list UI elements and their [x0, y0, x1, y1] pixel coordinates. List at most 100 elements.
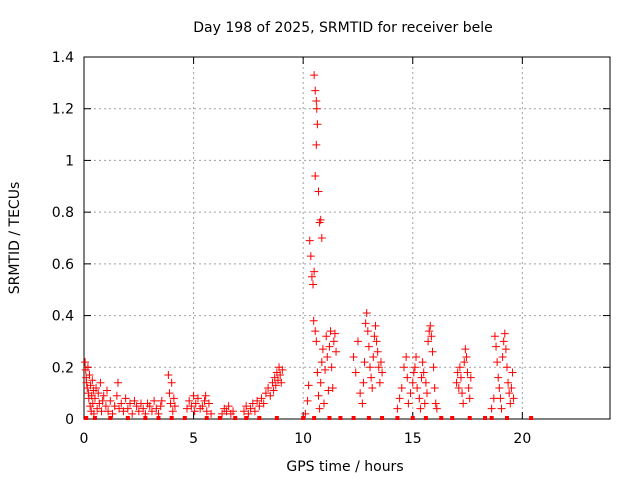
- data-point: [201, 391, 210, 400]
- data-point: [110, 402, 119, 411]
- data-point: [497, 404, 506, 413]
- zero-marker: [338, 416, 343, 420]
- data-point: [261, 389, 270, 398]
- data-point: [86, 381, 95, 390]
- data-point: [207, 409, 216, 418]
- y-tick-label: 0.2: [52, 360, 74, 376]
- data-point: [321, 365, 330, 374]
- data-point: [327, 363, 336, 372]
- data-point: [316, 378, 325, 387]
- data-point: [507, 383, 516, 392]
- data-point: [395, 394, 404, 403]
- data-point: [108, 409, 117, 418]
- data-point: [432, 404, 441, 413]
- data-point: [317, 358, 326, 367]
- zero-marker: [156, 416, 161, 420]
- data-point: [126, 399, 135, 408]
- data-point: [269, 386, 278, 395]
- x-tick-label: 0: [80, 431, 89, 447]
- data-point: [81, 358, 90, 367]
- data-point: [204, 399, 213, 408]
- data-point: [248, 399, 257, 408]
- zero-marker: [351, 416, 356, 420]
- data-point: [426, 321, 435, 330]
- data-point: [316, 215, 325, 224]
- data-point: [276, 371, 285, 380]
- data-point: [419, 368, 428, 377]
- zero-marker: [92, 416, 97, 420]
- data-point: [311, 86, 320, 95]
- data-point: [458, 389, 467, 398]
- data-point: [255, 402, 264, 411]
- data-point: [431, 399, 440, 408]
- data-point: [250, 407, 259, 416]
- y-tick-label: 1.2: [52, 102, 74, 118]
- data-point: [328, 383, 337, 392]
- zero-marker: [483, 416, 488, 420]
- data-point: [349, 352, 358, 361]
- data-point: [359, 378, 368, 387]
- data-point: [406, 389, 415, 398]
- plot-area: [83, 56, 611, 420]
- zero-marker: [217, 416, 222, 420]
- data-point: [165, 389, 174, 398]
- data-point: [492, 342, 501, 351]
- data-point: [463, 368, 472, 377]
- data-point: [106, 396, 115, 405]
- data-point: [139, 404, 148, 413]
- data-point: [422, 389, 431, 398]
- data-point: [164, 371, 173, 380]
- data-point: [191, 399, 200, 408]
- data-point: [313, 368, 322, 377]
- data-point: [370, 332, 379, 341]
- data-point: [356, 389, 365, 398]
- zero-marker: [244, 416, 249, 420]
- data-point: [418, 358, 427, 367]
- data-point: [412, 352, 421, 361]
- data-point: [309, 280, 318, 289]
- data-point: [506, 399, 515, 408]
- data-point: [88, 376, 97, 385]
- data-point: [455, 363, 464, 372]
- x-tick-label: 20: [513, 431, 531, 447]
- data-point: [369, 352, 378, 361]
- data-point: [429, 363, 438, 372]
- data-point: [323, 352, 332, 361]
- data-point: [416, 404, 425, 413]
- data-point: [373, 347, 382, 356]
- data-point: [123, 404, 132, 413]
- data-point: [229, 407, 238, 416]
- data-point: [257, 394, 266, 403]
- data-point: [358, 399, 367, 408]
- y-tick-labels: 0 0.2 0.4 0.6 0.8 1 1.2 1.4: [52, 50, 74, 428]
- data-point: [415, 394, 424, 403]
- data-point: [306, 252, 315, 261]
- data-point: [115, 404, 124, 413]
- data-point: [364, 342, 373, 351]
- data-point: [413, 383, 422, 392]
- data-point: [311, 327, 320, 336]
- data-point: [167, 378, 176, 387]
- data-point: [145, 402, 154, 411]
- data-point: [85, 371, 94, 380]
- zero-marker: [366, 416, 371, 420]
- data-point: [454, 383, 463, 392]
- data-point: [408, 378, 417, 387]
- data-point: [378, 368, 387, 377]
- data-point: [310, 71, 319, 80]
- data-point: [150, 396, 159, 405]
- data-point: [397, 383, 406, 392]
- zero-marker: [312, 416, 317, 420]
- data-point: [420, 399, 429, 408]
- data-point: [330, 329, 339, 338]
- data-point: [244, 409, 253, 418]
- zero-marker: [439, 416, 444, 420]
- zero-marker: [169, 416, 174, 420]
- data-point: [460, 358, 469, 367]
- data-point: [498, 352, 507, 361]
- data-point: [493, 358, 502, 367]
- data-point: [314, 391, 323, 400]
- data-point: [487, 404, 496, 413]
- data-point: [424, 337, 433, 346]
- data-point: [309, 316, 318, 325]
